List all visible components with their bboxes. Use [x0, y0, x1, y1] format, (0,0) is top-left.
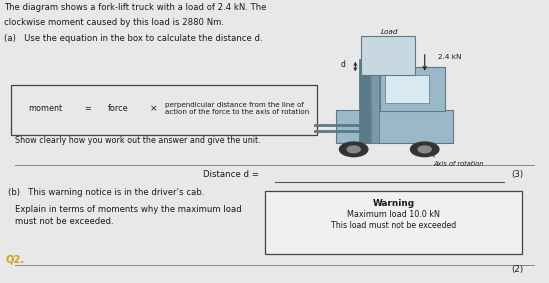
- FancyBboxPatch shape: [361, 36, 415, 75]
- Text: Explain in terms of moments why the maximum load: Explain in terms of moments why the maxi…: [15, 205, 242, 214]
- Text: Axis of rotation: Axis of rotation: [433, 161, 484, 167]
- FancyBboxPatch shape: [358, 59, 369, 143]
- FancyBboxPatch shape: [265, 191, 522, 254]
- FancyBboxPatch shape: [385, 75, 429, 103]
- Text: Load: Load: [380, 29, 398, 35]
- Text: ×: ×: [149, 104, 157, 113]
- FancyBboxPatch shape: [371, 64, 379, 143]
- Text: Show clearly how you work out the answer and give the unit.: Show clearly how you work out the answer…: [15, 136, 261, 145]
- Text: (a)   Use the equation in the box to calculate the distance d.: (a) Use the equation in the box to calcu…: [4, 34, 263, 43]
- Text: Distance d =: Distance d =: [204, 170, 260, 179]
- Text: force: force: [108, 104, 128, 113]
- Text: perpendicular distance from the line of: perpendicular distance from the line of: [165, 102, 304, 108]
- Text: Warning: Warning: [373, 199, 414, 208]
- Text: =: =: [85, 104, 91, 113]
- Text: This load must not be exceeded: This load must not be exceeded: [331, 221, 456, 230]
- Circle shape: [347, 146, 360, 153]
- Circle shape: [339, 142, 368, 156]
- Circle shape: [418, 146, 432, 153]
- Text: Maximum load 10.0 kN: Maximum load 10.0 kN: [347, 210, 440, 219]
- Text: moment: moment: [29, 104, 63, 113]
- Text: The diagram shows a fork-lift truck with a load of 2.4 kN. The: The diagram shows a fork-lift truck with…: [4, 3, 266, 12]
- Text: (b)   This warning notice is in the driver’s cab.: (b) This warning notice is in the driver…: [8, 188, 204, 197]
- Text: d: d: [340, 60, 345, 69]
- FancyBboxPatch shape: [336, 110, 453, 143]
- Text: (2): (2): [511, 265, 523, 274]
- Text: clockwise moment caused by this load is 2880 Nm.: clockwise moment caused by this load is …: [4, 18, 224, 27]
- Text: Q2.: Q2.: [5, 254, 25, 264]
- Text: must not be exceeded.: must not be exceeded.: [15, 217, 114, 226]
- FancyBboxPatch shape: [10, 85, 317, 135]
- FancyBboxPatch shape: [380, 67, 445, 111]
- Circle shape: [411, 142, 439, 156]
- Text: action of the force to the axis of rotation: action of the force to the axis of rotat…: [165, 109, 310, 115]
- Text: (3): (3): [511, 170, 523, 179]
- Text: 2.4 kN: 2.4 kN: [438, 54, 462, 61]
